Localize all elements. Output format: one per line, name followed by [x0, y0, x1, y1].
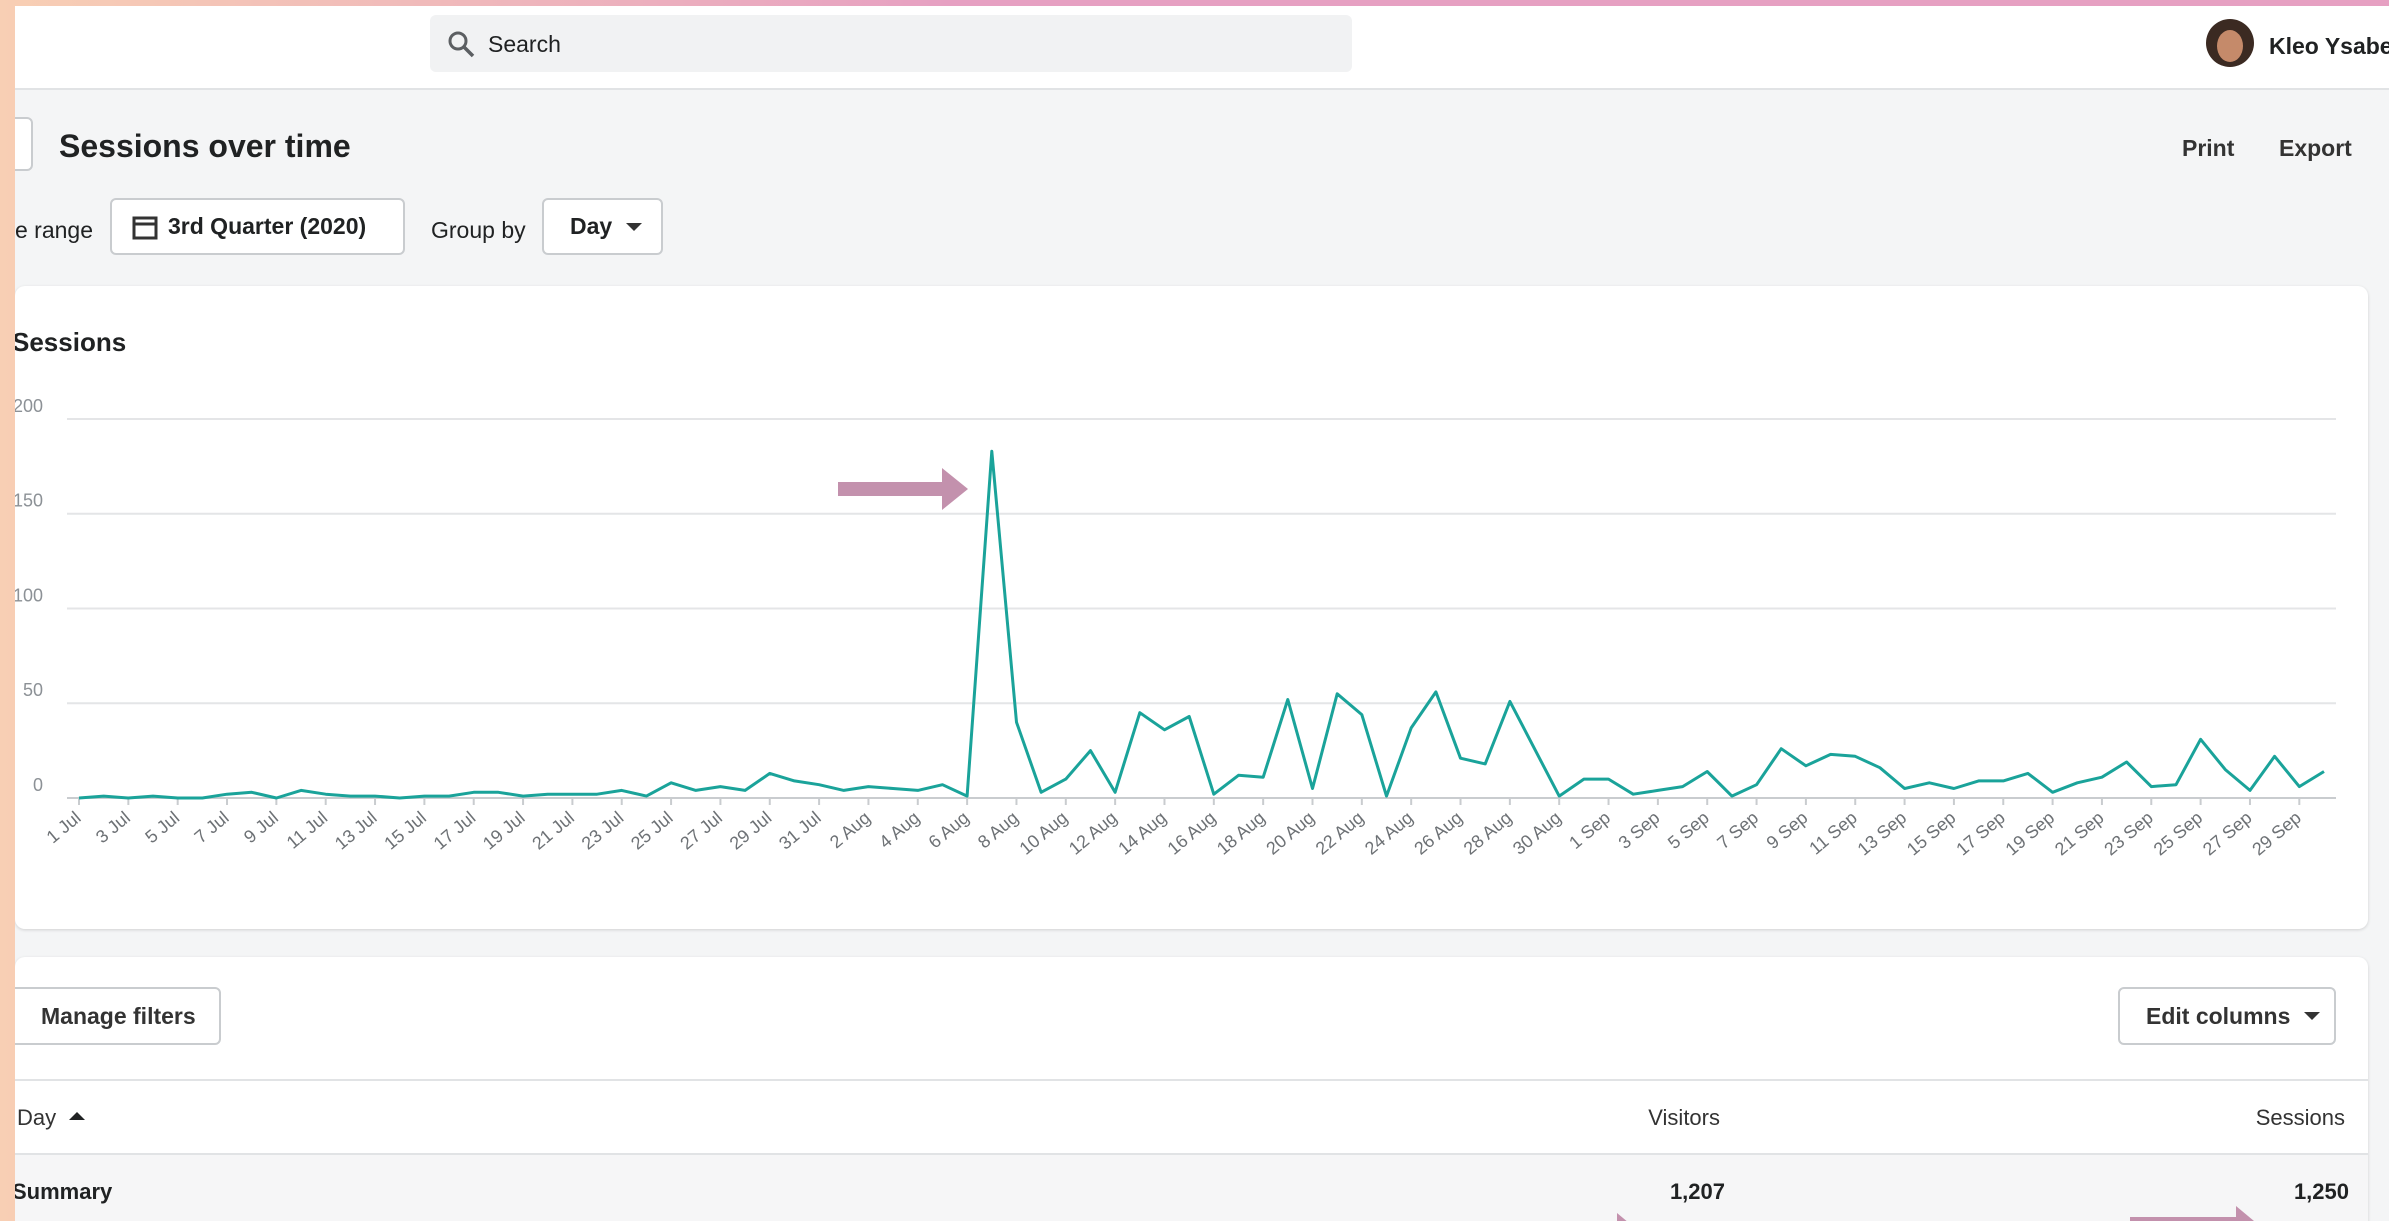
x-tick-label: 22 Aug	[1312, 807, 1368, 858]
x-tick-label: 17 Jul	[430, 807, 480, 853]
x-tick-label: 21 Sep	[2051, 807, 2108, 859]
column-header[interactable]: Day	[17, 1105, 57, 1130]
x-tick-label: 10 Aug	[1016, 807, 1072, 858]
x-tick-label: 14 Aug	[1114, 807, 1170, 858]
print-action[interactable]: Print	[2182, 135, 2235, 161]
x-tick-label: 25 Sep	[2150, 807, 2207, 859]
x-tick-label: 8 Aug	[974, 807, 1022, 852]
x-tick-label: 3 Jul	[92, 807, 134, 847]
summary-label: Summary	[15, 1179, 113, 1204]
x-tick-label: 2 Aug	[826, 807, 874, 852]
x-tick-label: 29 Sep	[2248, 807, 2305, 859]
x-tick-label: 9 Sep	[1763, 807, 1812, 853]
x-tick-label: 7 Sep	[1713, 807, 1762, 853]
x-tick-label: 15 Sep	[1903, 807, 1960, 859]
x-tick-label: 23 Sep	[2100, 807, 2157, 859]
back-button[interactable]	[15, 117, 33, 171]
x-tick-label: 24 Aug	[1361, 807, 1417, 858]
x-tick-label: 17 Sep	[1952, 807, 2009, 859]
x-tick-label: 1 Sep	[1565, 807, 1614, 853]
x-tick-label: 9 Jul	[240, 807, 282, 847]
y-tick-label: 150	[15, 491, 43, 511]
x-tick-label: 18 Aug	[1213, 807, 1269, 858]
top-bar: Search Kleo Ysabe	[15, 6, 2389, 90]
date-range-label: e range	[15, 217, 94, 243]
x-tick-label: 5 Jul	[141, 807, 183, 847]
edit-columns-button[interactable]: Edit columns	[2118, 987, 2336, 1045]
summary-sessions: 1,250	[2293, 1179, 2349, 1204]
search-placeholder: Search	[488, 31, 561, 57]
chart-title: Sessions	[15, 327, 126, 357]
x-tick-label: 16 Aug	[1164, 807, 1220, 858]
x-tick-label: 13 Jul	[331, 807, 381, 853]
x-tick-label: 19 Sep	[2002, 807, 2059, 859]
y-tick-label: 100	[15, 585, 43, 605]
edit-columns-label: Edit columns	[2146, 1002, 2291, 1029]
summary-visitors: 1,207	[1669, 1179, 1725, 1204]
manage-filters-label: Manage filters	[41, 1002, 196, 1029]
x-tick-label: 20 Aug	[1262, 807, 1318, 858]
x-tick-label: 30 Aug	[1509, 807, 1565, 858]
group-by-value: Day	[570, 213, 613, 239]
x-tick-label: 3 Sep	[1615, 807, 1664, 853]
y-tick-label: 50	[23, 680, 43, 700]
column-header[interactable]: Visitors	[1648, 1105, 1720, 1130]
sort-arrow	[69, 1112, 85, 1120]
date-range-value: 3rd Quarter (2020)	[168, 213, 367, 239]
line-series	[78, 449, 2325, 800]
y-tick-label: 0	[33, 775, 43, 795]
search-box[interactable]: Search	[430, 15, 1352, 72]
x-tick-label: 19 Jul	[479, 807, 529, 853]
column-header[interactable]: Sessions	[2255, 1105, 2345, 1130]
caret	[626, 222, 643, 231]
table-card: Manage filters Edit columns Day Visitors…	[15, 957, 2368, 1221]
x-tick-label: 21 Jul	[528, 807, 578, 853]
search-icon	[448, 31, 475, 58]
avatar[interactable]	[2205, 18, 2255, 68]
manage-filters-button[interactable]: Manage filters	[15, 987, 221, 1045]
x-tick-label: 28 Aug	[1460, 807, 1516, 858]
x-tick-label: 25 Jul	[627, 807, 677, 853]
user-name[interactable]: Kleo Ysabe	[2269, 33, 2389, 59]
x-tick-label: 15 Jul	[380, 807, 430, 853]
x-tick-label: 11 Sep	[1805, 807, 1861, 858]
calendar-icon	[132, 216, 158, 239]
x-tick-label: 1 Jul	[43, 807, 85, 847]
x-tick-label: 5 Sep	[1664, 807, 1713, 853]
x-tick-label: 7 Jul	[191, 807, 233, 847]
x-tick-label: 11 Jul	[283, 807, 332, 852]
group-by-label: Group by	[431, 217, 526, 243]
x-tick-label: 12 Aug	[1065, 807, 1121, 858]
export-action[interactable]: Export	[2279, 135, 2352, 161]
summary-row	[15, 1153, 2368, 1221]
group-by-button[interactable]: Day	[542, 198, 663, 255]
x-tick-label: 26 Aug	[1410, 807, 1466, 858]
x-tick-label: 13 Sep	[1854, 807, 1911, 859]
y-tick-label: 200	[15, 396, 43, 416]
x-tick-label: 29 Jul	[726, 807, 776, 853]
chart-card: Sessions 0 50 100 150 200 1 Jul 3 Jul 5 Jul 7 Ju…	[15, 286, 2368, 929]
divider	[15, 1079, 2368, 1081]
app: Search Kleo Ysabe Sessions over time Pri…	[15, 6, 2389, 1221]
date-range-button[interactable]: 3rd Quarter (2020)	[110, 198, 405, 255]
x-tick-label: 27 Sep	[2199, 807, 2256, 859]
chart: Sessions 0 50 100 150 200 1 Jul 3 Jul 5 Jul 7 Ju…	[15, 327, 2336, 859]
caret	[2304, 1012, 2321, 1020]
x-tick-label: 4 Aug	[875, 807, 923, 852]
page-title: Sessions over time	[59, 128, 351, 164]
x-tick-label: 23 Jul	[578, 807, 628, 853]
x-tick-label: 31 Jul	[775, 807, 825, 853]
x-tick-label: 6 Aug	[925, 807, 973, 852]
x-tick-label: 27 Jul	[676, 807, 726, 853]
